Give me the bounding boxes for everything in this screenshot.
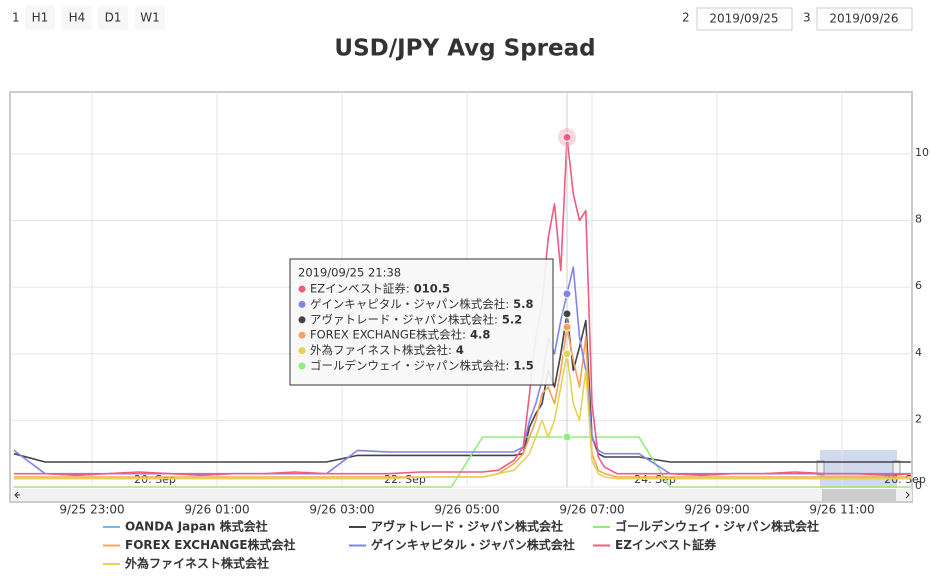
y-tick-label: 8 [915,213,922,226]
tooltip-dot [298,316,306,324]
to-input[interactable] [816,7,913,31]
tooltip-title: 2019/09/25 21:38 [298,266,401,280]
zoom-button[interactable] [62,6,92,30]
zoom-button[interactable] [25,6,55,30]
tooltip-value: 010.5 [414,282,450,296]
scrollbar-arrows [14,491,910,499]
legend-label: EZインベスト証券 [615,537,717,552]
zoom-button[interactable] [135,6,165,30]
x-tick-label: 9/26 11:00 [809,503,874,517]
hover-point [562,349,572,359]
zoom-label: 1 [12,11,20,25]
legend-label: ゴールデンウェイ・ジャパン株式会社 [615,519,819,534]
from-input[interactable] [696,7,793,31]
navigator-label: 22. Sep [384,473,426,486]
hover-point [562,322,572,332]
series-line [13,313,911,463]
legend-label: FOREX EXCHANGE株式会社 [125,537,296,552]
hover-point [562,289,572,299]
tooltip-dot [298,331,306,339]
tooltip-item: EZインベスト証券: [310,282,410,296]
zoom-button-label[interactable]: H4 [69,11,86,25]
chart-title: USD/JPY Avg Spread [334,36,595,62]
x-tick-label: 9/26 03:00 [309,503,374,517]
from-value[interactable]: 2019/09/25 [709,12,778,26]
hover-point [562,432,572,442]
tooltip-item: ゴールデンウェイ・ジャパン株式会社: [310,359,509,373]
tooltip-dot [298,347,306,355]
navigator-handle[interactable] [816,460,825,476]
tooltip-value: 4 [456,343,464,357]
to-value[interactable]: 2019/09/26 [829,12,898,26]
tooltip-dot [298,362,306,370]
legend-label: ゲインキャピタル・ジャパン株式会社 [371,537,575,552]
scrollbar[interactable] [12,489,912,501]
zoom-button[interactable] [98,6,128,30]
navigator-mask [820,450,897,488]
scrollbar-thumb[interactable] [822,489,896,501]
x-tick-label: 9/26 07:00 [559,503,624,517]
legend-label: 外為ファイネスト株式会社 [125,556,269,571]
y-tick-label: 4 [915,346,922,359]
tooltip-value: 5.8 [513,297,533,311]
series-line [13,436,911,488]
y-tick-label: 10 [915,146,929,159]
y-tick-label: 0 [915,479,922,492]
series-line [13,326,911,478]
to-label: 3 [803,11,811,25]
x-tick-label: 9/25 23:00 [59,503,124,517]
legend-label: アヴァトレード・ジャパン株式会社 [371,519,563,534]
tooltip-item: ゲインキャピタル・ジャパン株式会社: [310,297,509,311]
x-tick-label: 9/26 09:00 [684,503,749,517]
zoom-button-label[interactable]: H1 [32,11,49,25]
tooltip-value: 4.8 [470,328,490,342]
tooltip-dot [298,300,306,308]
tooltip-dot [298,285,306,293]
y-tick-label: 2 [915,412,922,425]
tooltip-value: 1.5 [513,359,533,373]
plot-frame [9,91,913,503]
x-tick-label: 9/26 01:00 [184,503,249,517]
x-tick-label: 9/26 05:00 [434,503,499,517]
hover-point [562,132,572,142]
tooltip-item: FOREX EXCHANGE株式会社: [310,328,466,342]
tooltip-item: 外為ファイネスト株式会社: [310,343,452,357]
tooltip-value: 5.2 [502,312,522,326]
series-line [13,353,911,480]
tooltip-box [289,258,554,386]
tooltip-item: アヴァトレード・ジャパン株式会社: [310,312,498,326]
from-label: 2 [682,11,690,25]
y-tick-label: 6 [915,279,922,292]
legend-label: OANDA Japan 株式会社 [125,519,268,534]
grid: 0 2 4 6 8 10 9/25 23:00 9/26 01:00 9/26 03:00 9/2… [12,92,929,517]
hover-point [562,309,572,319]
series-lines [13,136,911,488]
zoom-button-label[interactable]: W1 [140,11,160,25]
zoom-buttons: H1 H4 D1 W1 [25,6,165,30]
zoom-button-label[interactable]: D1 [105,11,122,25]
